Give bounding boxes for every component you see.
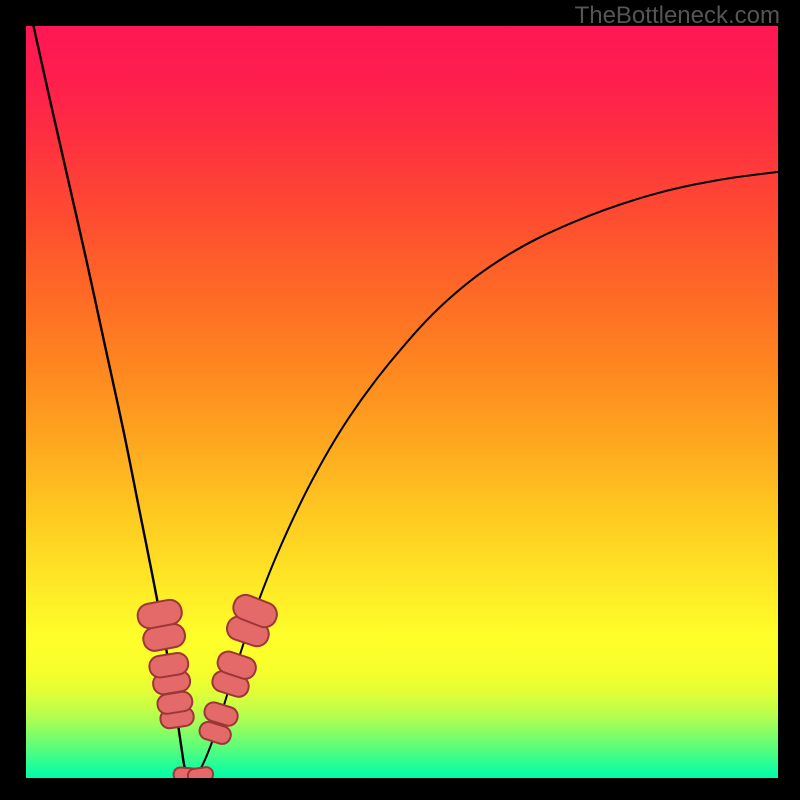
- bottleneck-plot: [26, 26, 778, 778]
- gradient-background: [26, 26, 778, 778]
- watermark-text: TheBottleneck.com: [575, 2, 780, 30]
- stage: TheBottleneck.com: [0, 0, 800, 800]
